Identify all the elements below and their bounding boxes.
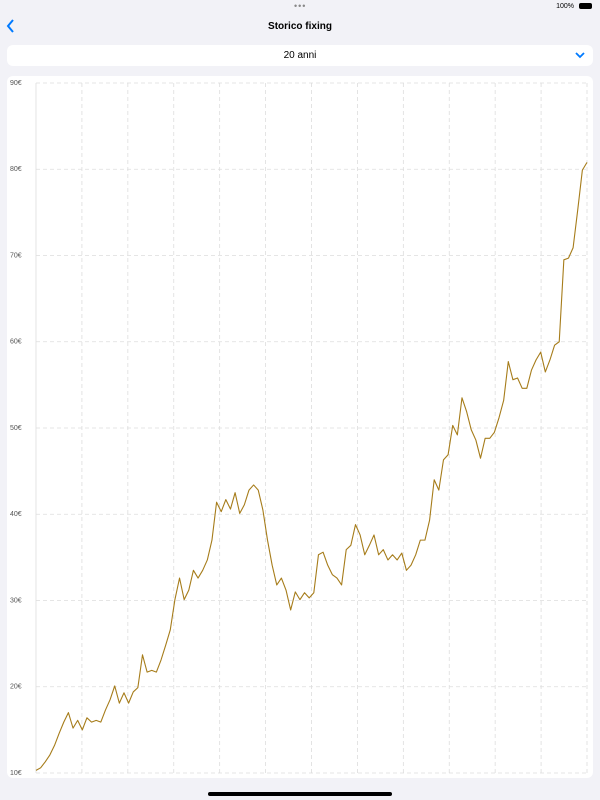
y-tick-label: 80€: [10, 166, 22, 173]
multitask-dots: •••: [294, 1, 307, 11]
y-tick-label: 90€: [10, 80, 22, 87]
y-tick-label: 20€: [10, 684, 22, 691]
chart: 10€ 20€ 30€ 40€ 50€ 60€ 70€ 80€ 90€: [10, 80, 588, 777]
price-line: [35, 162, 588, 771]
selector-label: 20 anni: [283, 50, 317, 61]
y-tick-label: 40€: [10, 511, 22, 518]
period-selector[interactable]: 20 anni: [7, 45, 593, 66]
status-bar: ••• 100%: [0, 0, 600, 14]
back-button[interactable]: [6, 19, 16, 33]
y-tick-label: 50€: [10, 425, 22, 432]
y-tick-label: 10€: [10, 770, 22, 777]
nav-title: Storico fixing: [268, 21, 332, 32]
y-tick-label: 70€: [10, 252, 22, 259]
battery-icon: [579, 3, 592, 9]
chart-card: 10€ 20€ 30€ 40€ 50€ 60€ 70€ 80€ 90€: [7, 76, 593, 778]
y-tick-label: 60€: [10, 339, 22, 346]
dropdown-chevron: [575, 52, 585, 59]
y-tick-label: 30€: [10, 597, 22, 604]
home-indicator: [208, 792, 392, 796]
battery-level: 100%: [556, 3, 574, 10]
